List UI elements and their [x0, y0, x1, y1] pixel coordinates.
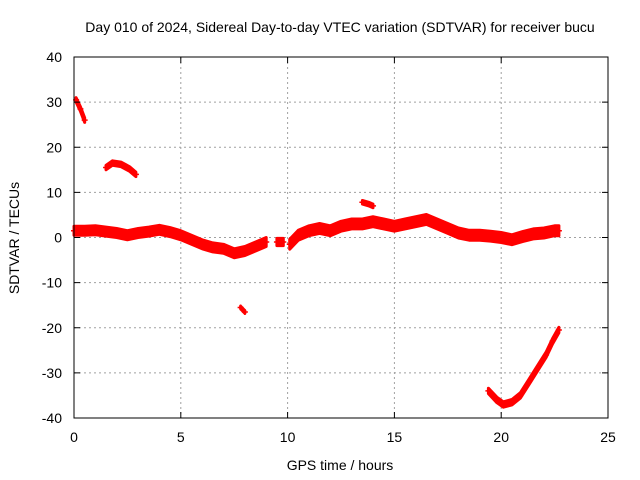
data-point — [199, 241, 206, 248]
sdtvar-band — [486, 325, 561, 409]
data-point — [530, 230, 537, 237]
y-tick-label: 20 — [46, 139, 62, 155]
data-point — [359, 199, 366, 206]
data-point — [555, 327, 562, 334]
data-point — [81, 227, 88, 234]
data-point — [508, 399, 515, 406]
data-point — [231, 250, 238, 257]
data-point — [485, 387, 492, 394]
x-tick-label: 25 — [600, 429, 616, 445]
data-point — [466, 232, 473, 239]
data-point — [77, 105, 84, 112]
data-point — [135, 229, 142, 236]
data-point — [273, 239, 280, 246]
data-point — [519, 233, 526, 240]
x-axis-label: GPS time / hours — [287, 457, 394, 473]
axis-ticks: 0 5 10 15 20 25 -40 -30 -20 -10 0 10 20 30 40 — [42, 49, 616, 445]
data-point — [543, 351, 550, 358]
data-point — [327, 227, 334, 234]
y-tick-label: -40 — [42, 410, 62, 426]
data-point — [81, 117, 88, 124]
x-tick-label: 10 — [280, 429, 296, 445]
sdtvar-band — [288, 213, 561, 251]
data-point — [188, 236, 195, 243]
data-point — [295, 232, 302, 239]
y-tick-label: -30 — [42, 365, 62, 381]
data-point — [124, 232, 131, 239]
data-point — [103, 164, 110, 171]
data-point — [237, 304, 244, 311]
x-tick-label: 20 — [493, 429, 509, 445]
data-point — [241, 248, 248, 255]
data-point — [423, 216, 430, 223]
data-series — [71, 96, 562, 409]
y-axis-label: SDTVAR / TECUs — [6, 182, 22, 294]
y-tick-label: 0 — [54, 230, 62, 246]
data-point — [103, 228, 110, 235]
data-point — [338, 223, 344, 230]
data-point — [252, 243, 259, 250]
data-point — [109, 160, 116, 167]
data-point — [280, 239, 287, 246]
data-point — [380, 220, 387, 227]
data-point — [286, 241, 293, 248]
data-point — [412, 218, 419, 225]
sdtvar-band — [72, 223, 268, 260]
data-point — [167, 229, 174, 236]
data-point — [444, 225, 451, 232]
data-point — [402, 220, 409, 227]
data-point — [113, 229, 120, 236]
data-point — [555, 227, 562, 234]
data-point — [540, 229, 547, 236]
data-point — [132, 171, 139, 178]
data-point — [370, 218, 377, 225]
data-point — [305, 227, 312, 234]
y-tick-label: 10 — [46, 184, 62, 200]
x-tick-label: 0 — [70, 429, 78, 445]
y-tick-label: 40 — [46, 49, 62, 65]
data-point — [500, 401, 507, 408]
y-tick-label: 30 — [46, 94, 62, 110]
y-tick-label: -20 — [42, 320, 62, 336]
data-point — [365, 201, 372, 208]
data-point — [220, 245, 227, 252]
data-point — [455, 229, 462, 236]
data-point — [117, 161, 124, 168]
data-point — [476, 232, 483, 239]
data-point — [92, 227, 99, 234]
data-point — [177, 232, 184, 239]
data-point — [209, 244, 216, 251]
data-point — [126, 165, 133, 172]
data-point — [241, 308, 248, 315]
data-point — [517, 392, 524, 399]
data-point — [348, 220, 355, 227]
data-point — [156, 226, 163, 233]
data-point — [549, 338, 556, 345]
data-point — [534, 365, 541, 372]
data-point — [508, 236, 515, 243]
data-point — [487, 233, 494, 240]
data-point — [391, 223, 398, 230]
data-point — [263, 239, 270, 246]
data-point — [316, 225, 323, 232]
x-tick-label: 15 — [387, 429, 403, 445]
data-point — [498, 234, 505, 241]
data-point — [359, 220, 366, 227]
chart-title: Day 010 of 2024, Sidereal Day-to-day VTE… — [85, 19, 594, 35]
data-point — [493, 396, 500, 403]
y-tick-label: -10 — [42, 275, 62, 291]
data-point — [145, 228, 152, 235]
data-point — [525, 378, 532, 385]
data-point — [370, 202, 377, 209]
x-tick-label: 5 — [177, 429, 185, 445]
data-point — [434, 220, 441, 227]
